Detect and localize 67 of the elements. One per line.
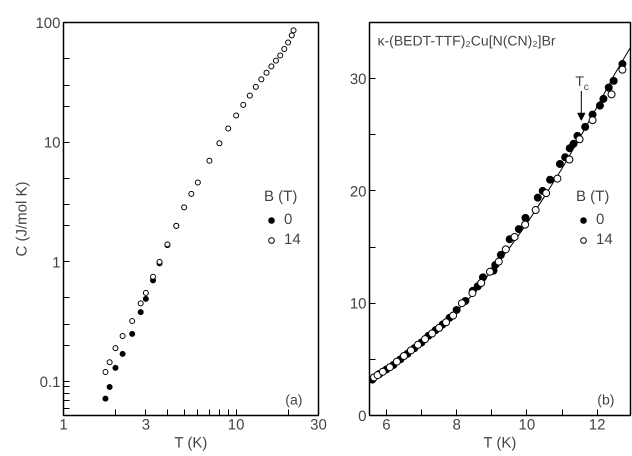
annotation: (b): [597, 392, 614, 408]
point: [514, 225, 523, 234]
point: [510, 232, 519, 241]
point: [532, 206, 540, 214]
point: [452, 306, 461, 314]
point: [486, 268, 494, 276]
point: [521, 214, 530, 222]
x-tick-label: 6: [382, 416, 391, 434]
y-tick-label: 20: [350, 183, 367, 200]
point: [546, 176, 554, 184]
legend-title: B (T): [264, 188, 298, 204]
point: [458, 299, 466, 308]
point: [553, 174, 562, 183]
point: [421, 335, 429, 344]
point: [496, 250, 505, 259]
x-tick-label: 8: [452, 416, 461, 434]
point: [610, 76, 618, 85]
annotation: (a): [285, 392, 302, 408]
legend-label: 0: [284, 211, 294, 228]
point: [588, 116, 597, 124]
point: [604, 84, 613, 92]
legend-title: B (T): [576, 188, 610, 204]
y-tick-label: 1: [52, 254, 60, 272]
point: [576, 135, 584, 144]
point: [502, 245, 510, 254]
point: [534, 194, 542, 202]
x-tick-label: 3: [142, 416, 150, 434]
x-tick-label: 10: [518, 416, 536, 434]
x-axis-title: T (K): [483, 434, 516, 452]
point: [565, 155, 574, 164]
point: [428, 330, 436, 338]
point: [556, 160, 564, 168]
legend-label: 14: [284, 231, 302, 248]
point: [596, 102, 604, 110]
point: [599, 94, 608, 103]
point: [386, 363, 394, 372]
annotation: κ-(BEDT-TTF)₂Cu[N(CN)₂]Br: [378, 32, 556, 48]
point: [570, 140, 578, 148]
point: [618, 66, 626, 74]
x-axis-title: T (K): [174, 434, 208, 452]
legend-label: 0: [596, 211, 606, 228]
y-tick-label: 0: [358, 408, 366, 425]
x-tick-label: 12: [588, 416, 606, 434]
y-tick-label: 10: [350, 296, 367, 313]
point: [521, 220, 530, 229]
y-tick-label: 30: [350, 71, 367, 88]
point: [494, 258, 503, 266]
point: [442, 318, 450, 326]
point: [542, 189, 550, 198]
x-tick-label: 30: [310, 416, 327, 434]
y-tick-label: 0.1: [40, 374, 61, 392]
point: [608, 90, 616, 98]
point: [435, 324, 444, 332]
legend-label: 14: [596, 231, 614, 248]
point: [581, 122, 590, 131]
point: [414, 340, 422, 349]
point: [392, 358, 401, 366]
y-axis-title: C (J/mol K): [13, 181, 30, 256]
y-tick-label: 10: [44, 134, 61, 152]
point: [468, 289, 476, 298]
point: [406, 346, 415, 354]
point: [477, 279, 486, 287]
point: [400, 352, 408, 360]
y-tick-label: 100: [35, 15, 61, 32]
x-tick-label: 10: [228, 416, 244, 434]
point: [378, 368, 387, 376]
point: [449, 312, 458, 320]
